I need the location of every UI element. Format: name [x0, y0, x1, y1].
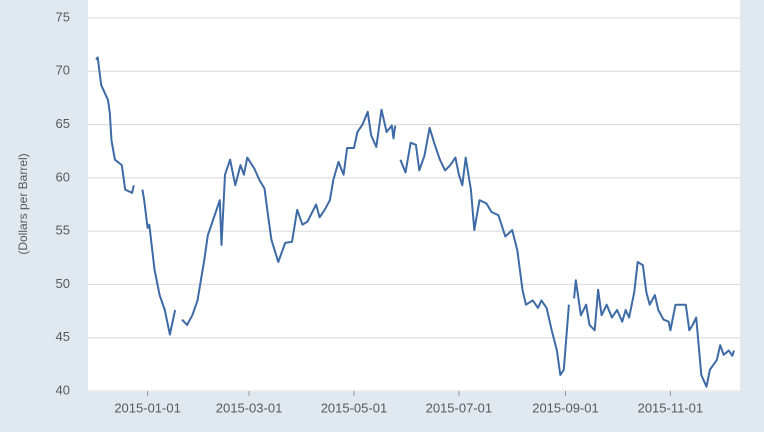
y-axis-label: (Dollars per Barrel): [16, 153, 30, 254]
y-tick-label: 40: [56, 382, 70, 397]
y-tick-label: 75: [56, 9, 70, 24]
line: [181, 108, 397, 326]
y-tick-label: 60: [56, 169, 70, 184]
x-tick-label: 2015-07-01: [426, 400, 493, 415]
x-tick-label: 2015-11-01: [638, 400, 704, 415]
line: [141, 189, 177, 336]
plot-area: [88, 0, 740, 392]
x-tick-label: 2015-05-01: [321, 400, 388, 415]
y-tick-label: 65: [56, 116, 70, 131]
x-tick-label: 2015-03-01: [216, 400, 283, 415]
y-tick-label: 45: [56, 329, 70, 344]
y-tick-label: 55: [56, 223, 70, 238]
line: [573, 261, 735, 388]
x-tick-label: 2015-09-01: [532, 400, 599, 415]
line: [95, 56, 135, 194]
y-tick-label: 70: [56, 63, 70, 78]
y-tick-label: 50: [56, 276, 70, 291]
line: [399, 126, 570, 376]
x-tick-label: 2015-01-01: [114, 400, 181, 415]
